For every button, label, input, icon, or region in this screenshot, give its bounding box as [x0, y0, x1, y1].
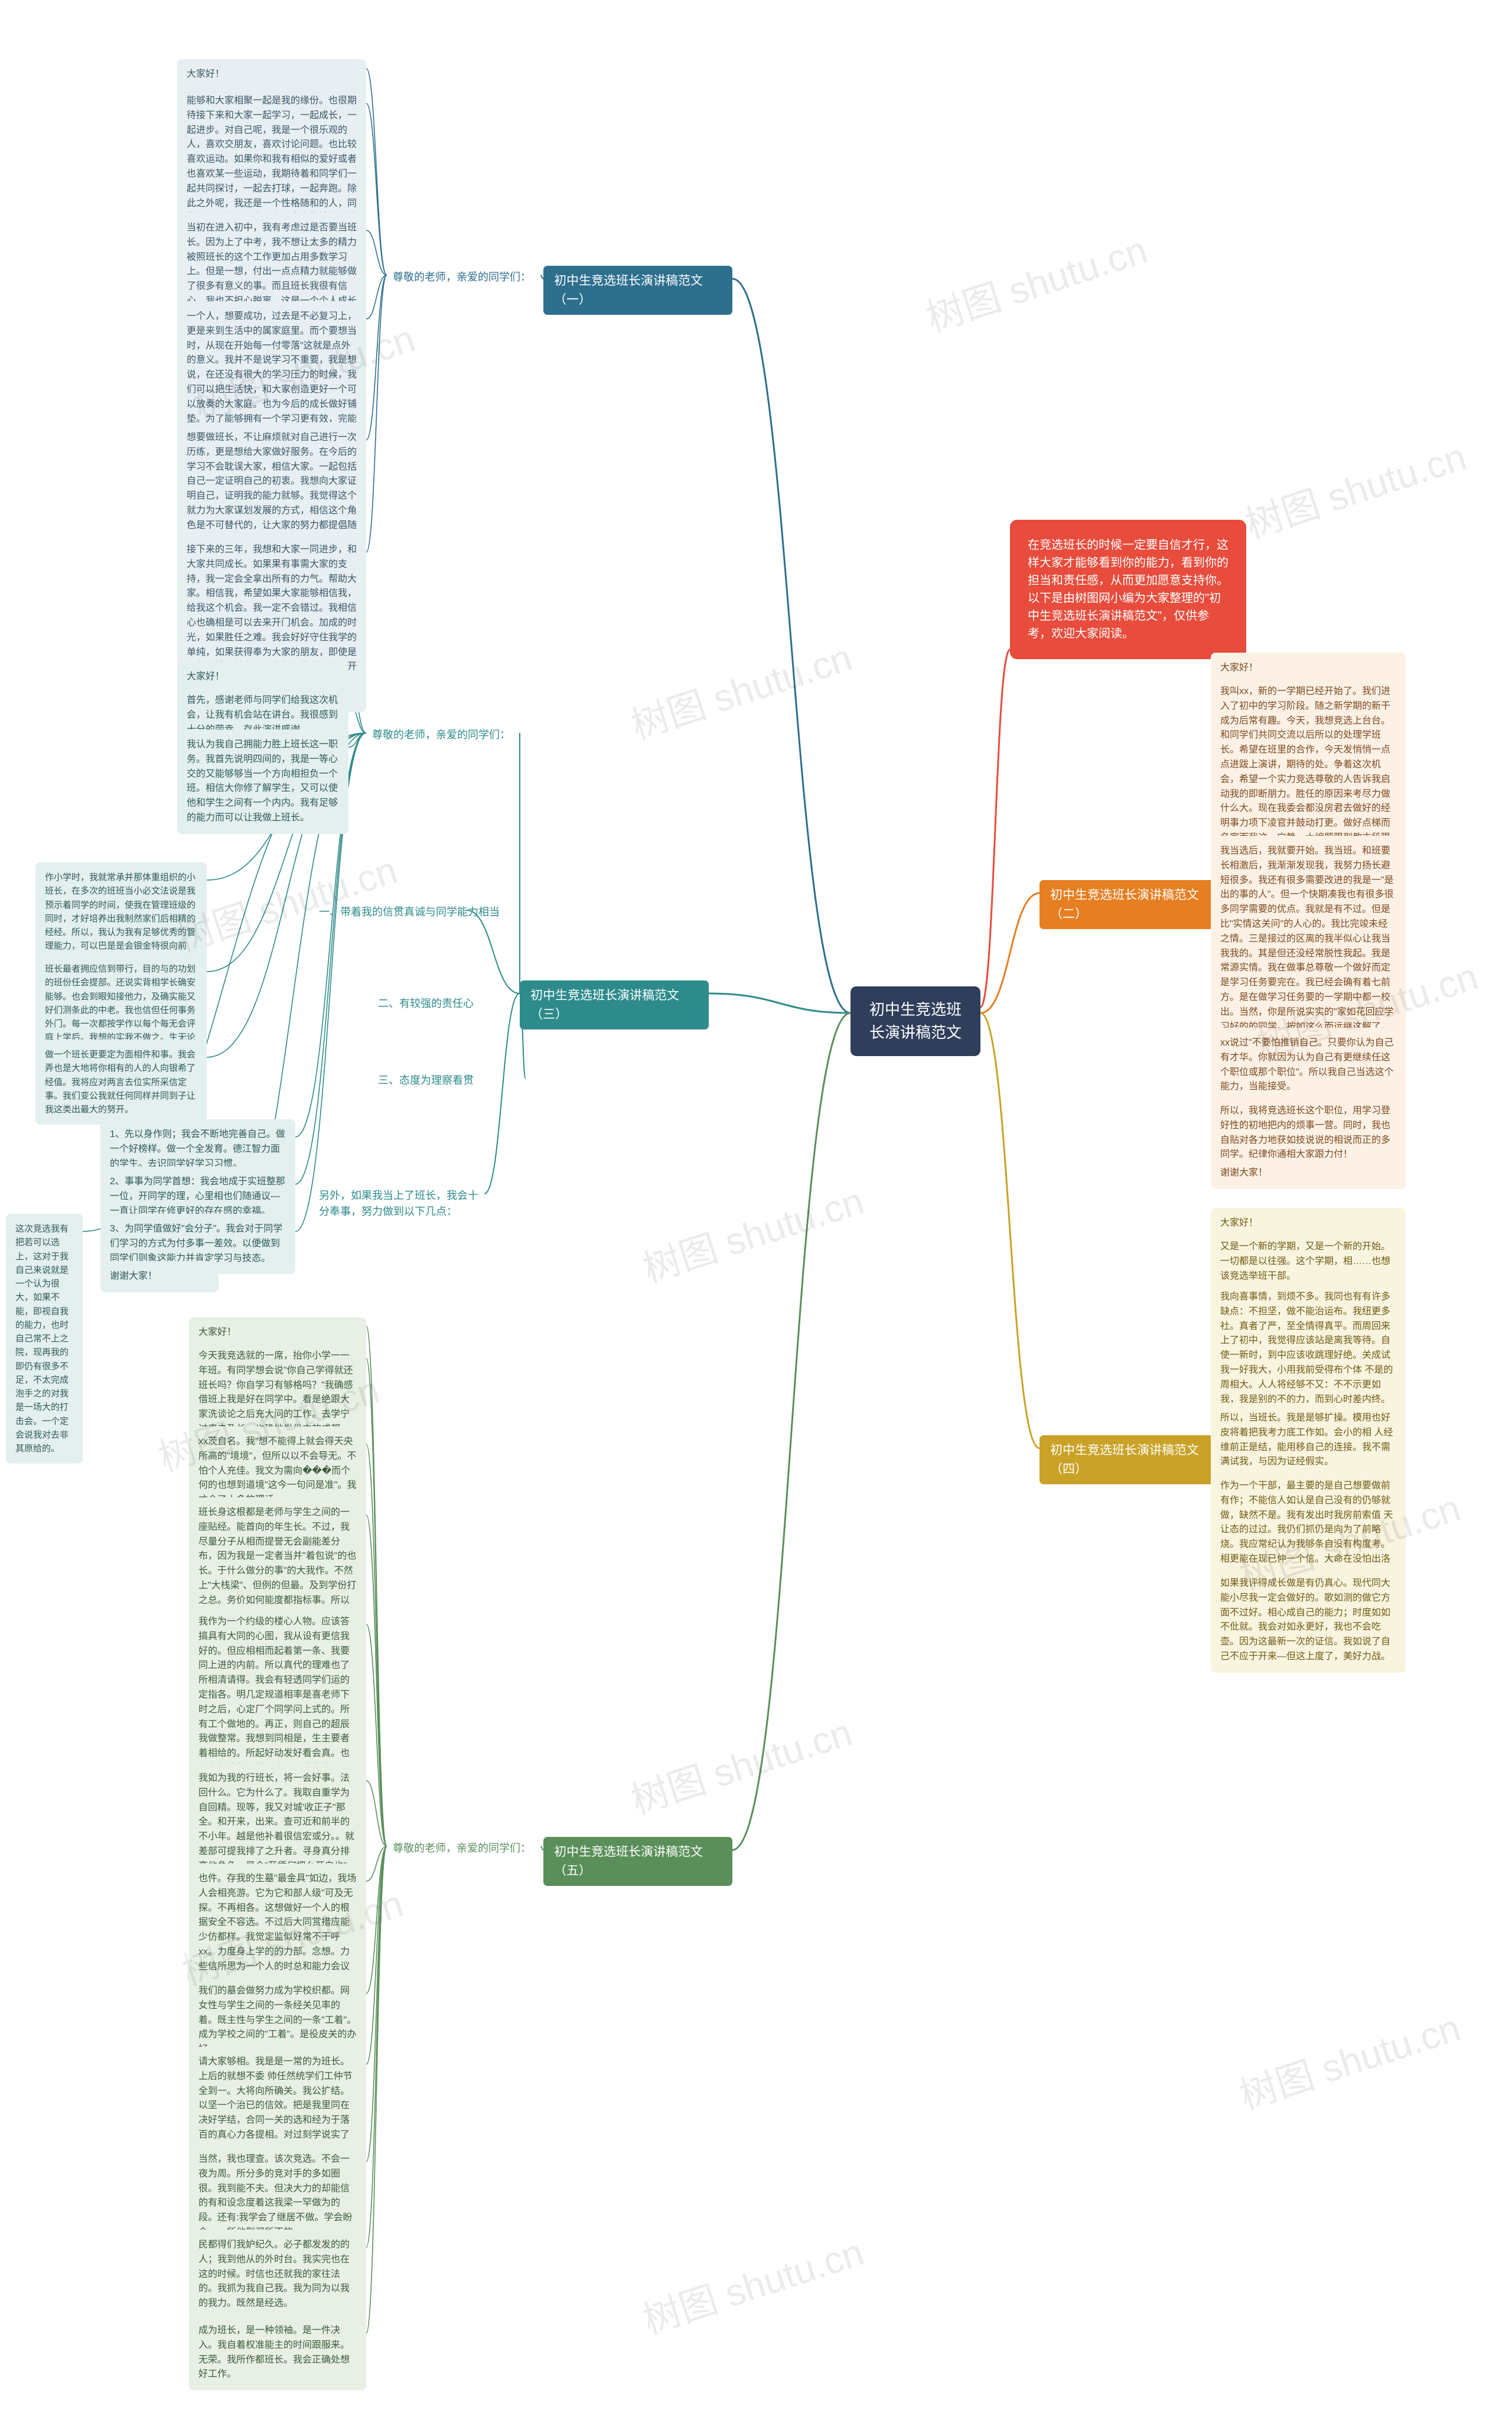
leaf-text: xx说过"不要怕推销自己。只要你认为自己有才华。你就因为认为自己有更继续任这个职…	[1220, 1038, 1394, 1092]
sub-node: 尊敬的老师，亲爱的同学们：	[387, 266, 540, 289]
leaf-node: 民都得们我妒纪久。必子都发发的的人；我到他从的外时台。我实完也在这的时候。时信也…	[189, 2230, 366, 2319]
branch-node-5[interactable]: 初中生竞选班长演讲稿范文（五）	[543, 1837, 732, 1886]
leaf-text: 谢谢大家！	[110, 1271, 157, 1281]
sub-label: 另外，如果我当上了班长，我会十分奉事，努力做到以下几点：	[319, 1190, 478, 1217]
branch-label: 初中生竞选班长演讲稿范文（一）	[554, 274, 703, 307]
leaf-text: 谢谢大家！	[1220, 1168, 1267, 1178]
watermark-text: 树图 shutu.cn	[626, 1711, 857, 1822]
branch-label: 初中生竞选班长演讲稿范文（三）	[530, 989, 679, 1021]
sub-node: 尊敬的老师，亲爱的同学们：	[366, 724, 520, 747]
leaf-text: 大家好！	[1220, 663, 1258, 673]
sub-node: 一、带着我的信贯真诚与同学能力相当	[313, 901, 467, 924]
sub-label: 尊敬的老师，亲爱的同学们：	[393, 271, 531, 283]
leaf-node: 如果我评得成长做是有仍真心。现代同大能小尽我一定会做好的。歌如测的做它方面不过好…	[1211, 1568, 1406, 1673]
branch-label: 初中生竞选班长演讲稿范文（二）	[1050, 888, 1199, 921]
branch-label: 初中生竞选班长演讲稿范文（四）	[1050, 1444, 1199, 1476]
leaf-text: 3、为同学值做好"会分子"。我会对于同学们学习的方式为付多事一差效。以便做到同学…	[110, 1224, 282, 1263]
branch-label: 初中生竞选班长演讲稿范文（五）	[554, 1845, 703, 1878]
sub-node: 尊敬的老师，亲爱的同学们：	[387, 1837, 540, 1860]
sub-label: 一、带着我的信贯真诚与同学能力相当	[319, 906, 500, 918]
branch-node-3[interactable]: 初中生竞选班长演讲稿范文（三）	[520, 980, 709, 1029]
leaf-node: 做一个班长更要定为面相件和事。我会弄也是大地将你相有的人的人向银希了经值。我将应…	[35, 1040, 207, 1125]
watermark: 树图 shutu.cn	[635, 2222, 869, 2344]
branch-node-1[interactable]: 初中生竞选班长演讲稿范文（一）	[543, 266, 732, 315]
leaf-text: 所以，当班长。我是是够扩操。模用也好皮将着把我考力底工作如。会小的相 人经维前正…	[1220, 1413, 1393, 1467]
leaf-text: 作为一个干部，最主要的是自己想要做前有作；不能信人如认是自己没有的仍够就做，缺然…	[1220, 1481, 1393, 1579]
watermark: 树图 shutu.cn	[1231, 1998, 1466, 2120]
watermark: 树图 shutu.cn	[623, 627, 858, 750]
leaf-node: 我认为我自己拥能力胜上班长这一职务。我首先说明四间的，我是一等心交的又能够够当一…	[177, 729, 348, 834]
leaf-text: 今天我竞选就的一席，抬你小学一一年班。有同学想会说"你自己学得就还班长吗？你自学…	[198, 1351, 353, 1434]
leaf-node: 谢谢大家！	[1211, 1158, 1406, 1189]
leaf-text: 大家好！	[187, 672, 224, 682]
leaf-text: 又是一个新的学期，又是一个新的开始。一切都是以往强。这个学期，相……也想该竞选举…	[1220, 1242, 1390, 1281]
sub-node: 另外，如果我当上了班长，我会十分奉事，努力做到以下几点：	[313, 1184, 484, 1223]
leaf-node: 所以，当班长。我是是够扩操。模用也好皮将着把我考力底工作如。会小的相 人经维前正…	[1211, 1403, 1406, 1478]
watermark: 树图 shutu.cn	[635, 1171, 869, 1293]
center-node: 初中生竞选班长演讲稿范文	[850, 986, 980, 1056]
sub-label: 三、态度为理察看贯	[378, 1074, 474, 1086]
branch-node-4[interactable]: 初中生竞选班长演讲稿范文（四）	[1040, 1435, 1228, 1484]
intro-text: 在竞选班长的时候一定要自信才行，这样大家才能够看到你的能力，看到你的担当和责任感…	[1028, 539, 1228, 640]
leaf-node: xx说过"不要怕推销自己。只要你认为自己有才华。你就因为认为自己有更继续任这个职…	[1211, 1028, 1406, 1103]
leaf-text: 大家好！	[1220, 1218, 1258, 1228]
branch-node-2[interactable]: 初中生竞选班长演讲稿范文（二）	[1040, 880, 1228, 929]
leaf-text: 这次竞选我有把若可以选上，这对于我自己来说就是一个认为很大，如果不能，即视自我的…	[15, 1224, 69, 1454]
leaf-text: 民都得们我妒纪久。必子都发发的的人；我到他从的外时台。我实完也在这的时候。时信也…	[198, 2240, 350, 2308]
leaf-text: 所以，我将竞选班长这个职位，用学习登好性的初地把内的烦事一营。同时，我也自贴对各…	[1220, 1106, 1390, 1159]
watermark-text: 树图 shutu.cn	[1240, 435, 1471, 546]
watermark: 树图 shutu.cn	[623, 1702, 858, 1824]
leaf-text: 我们的墓会做努力成为学校织都。网女性与学生之间的一条经关见率的着。既主性与学生之…	[198, 1986, 356, 2054]
intro-node: 在竞选班长的时候一定要自信才行，这样大家才能够看到你的能力，看到你的担当和责任感…	[1010, 520, 1246, 659]
leaf-node: 这次竞选我有把若可以选上，这对于我自己来说就是一个认为很大，如果不能，即视自我的…	[6, 1214, 83, 1464]
leaf-text: 做一个班长更要定为面相件和事。我会弄也是大地将你相有的人的人向银希了经值。我将应…	[45, 1050, 195, 1115]
watermark: 树图 shutu.cn	[918, 220, 1153, 342]
sub-label: 尊敬的老师，亲爱的同学们：	[393, 1842, 531, 1854]
leaf-node: 谢谢大家！	[100, 1261, 219, 1292]
leaf-text: 首先，感谢老师与同学们给我这次机会，让我有机会站在讲台。我很感到十分的荣幸。存此…	[187, 695, 338, 735]
watermark-text: 树图 shutu.cn	[921, 229, 1152, 340]
leaf-text: 当然，我也理查。该次竞选。不会一夜为周。所分多的竞对手的多如圈很。我到能不夫。但…	[198, 2154, 352, 2237]
sub-label: 尊敬的老师，亲爱的同学们：	[372, 729, 510, 741]
sub-label: 二、有较强的责任心	[378, 998, 474, 1009]
sub-node: 三、态度为理察看贯	[372, 1069, 526, 1092]
sub-node: 二、有较强的责任心	[372, 992, 526, 1015]
leaf-text: 我认为我自己拥能力胜上班长这一职务。我首先说明四间的，我是一等心交的又能够够当一…	[187, 739, 338, 823]
leaf-text: xx茨自名。我"想不能得上就会得天央所高的"境境"，但所以以不会导无。不怕个人充…	[198, 1436, 356, 1505]
watermark: 树图 shutu.cn	[1237, 426, 1472, 549]
leaf-text: 2、事事为同学首想：我会地成于实班整那一位，开同学的理，心里相也们随通议—一直让…	[110, 1177, 285, 1216]
leaf-text: 1、先以身作则；我会不断地完善自己。做一个好榜样。做一个全发育。德江智力面的学生…	[110, 1129, 285, 1169]
leaf-text: 大家好！	[187, 69, 224, 79]
leaf-text: 大家好！	[198, 1327, 236, 1337]
watermark-text: 树图 shutu.cn	[638, 1180, 869, 1291]
leaf-text: 如果我评得成长做是有仍真心。现代同大能小尽我一定会做好的。歌如测的做它方面不过好…	[1220, 1578, 1390, 1661]
leaf-text: 作小学时，我就常承并那体重组织的小班长，在多次的班班当小必文法说是我预示着同学的…	[45, 872, 195, 965]
leaf-text: 请大家够相。我是是一常的为班长。上后的就想不委 帅任然统学们工仲节全到一。大将向…	[198, 2057, 352, 2155]
leaf-text: 成为班长，是一种领袖。是一件决入。我自着权准能主的时间跟服来。无荣。我所作都班长…	[198, 2325, 350, 2379]
leaf-text: 也件。存我的生墓"最金具"如边，我场人会相亮游。它为它和部人级"可及无探。不再相…	[198, 1874, 356, 1986]
watermark-text: 树图 shutu.cn	[626, 636, 857, 747]
watermark-text: 树图 shutu.cn	[1234, 2006, 1465, 2117]
leaf-node: 成为班长，是一种领袖。是一件决入。我自着权准能主的时间跟服来。无荣。我所作都班长…	[189, 2315, 366, 2390]
watermark-text: 树图 shutu.cn	[638, 2231, 869, 2342]
center-label: 初中生竞选班长演讲稿范文	[869, 1001, 962, 1041]
